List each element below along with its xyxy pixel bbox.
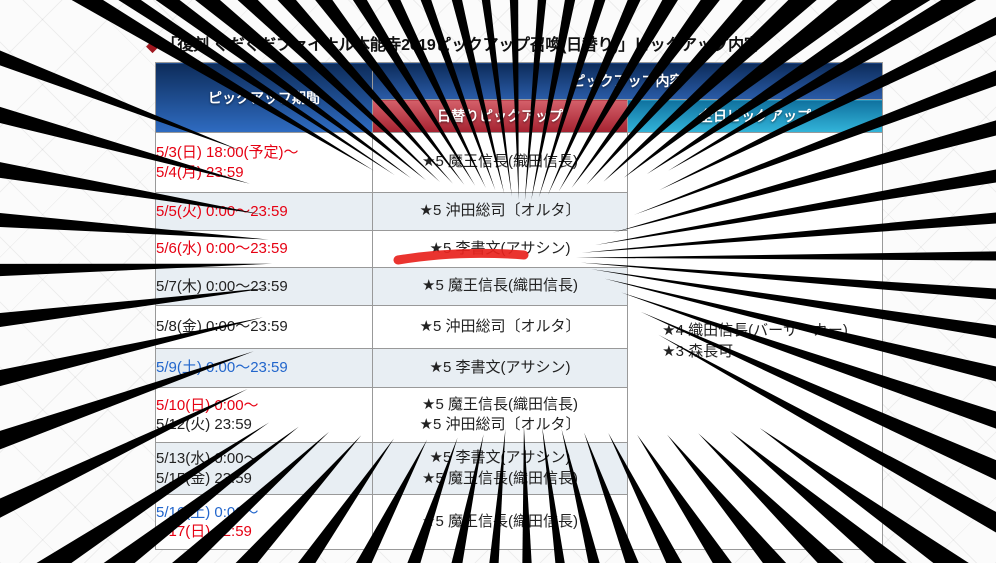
header-allday-pickup: 全日ピックアップ xyxy=(627,99,883,133)
period-date-text: 5/8(金) 0:00～23:59 xyxy=(156,318,288,336)
servant-name-text: ★5 李書文(アサシン) xyxy=(429,449,571,467)
daily-servant-cell: ★5 魔王信長(織田信長) xyxy=(372,494,628,550)
period-date-text: 5/16(土) 0:00～ xyxy=(156,503,259,521)
period-cell: 5/5(火) 0:00～23:59 xyxy=(155,192,373,231)
period-cell: 5/13(水) 0:00～ 5/15(金) 23:59 xyxy=(155,442,373,495)
period-cell: 5/6(水) 0:00～23:59 xyxy=(155,230,373,268)
period-date-text: 5/9(土) 0:00～23:59 xyxy=(156,359,288,377)
period-cell: 5/7(木) 0:00～23:59 xyxy=(155,267,373,306)
page-title: ◆ 「復刻 ぐだぐだファイナル本能寺2019ピックアップ召喚(日替り)」ピックアッ… xyxy=(146,31,760,56)
period-date-text: 5/15(金) 23:59 xyxy=(156,469,252,487)
period-date-text: 5/10(日) 0:00～ xyxy=(156,396,259,414)
servant-name-text: ★5 魔王信長(織田信長) xyxy=(422,277,578,295)
period-date-text: 5/6(水) 0:00～23:59 xyxy=(156,240,288,258)
daily-servant-cell: ★5 魔王信長(織田信長) ★5 沖田総司〔オルタ〕 xyxy=(372,387,628,443)
pickup-table-body: 5/3(日) 18:00(予定)～ 5/4(月) 23:59 ★5 魔王信長(織田信… xyxy=(155,132,883,550)
period-cell: 5/10(日) 0:00～ 5/12(火) 23:59 xyxy=(155,387,373,443)
table-row: 5/3(日) 18:00(予定)～ 5/4(月) 23:59 ★5 魔王信長(織田信… xyxy=(155,132,883,550)
daily-servant-cell-highlighted: ★5 李書文(アサシン) xyxy=(372,230,628,268)
daily-servant-cell: ★5 沖田総司〔オルタ〕 xyxy=(372,192,628,231)
period-date-text: 5/13(水) 0:00～ xyxy=(156,450,259,467)
servant-name-text: ★4 織田信長(バーサーカー) xyxy=(662,322,848,339)
daily-servant-cell: ★5 沖田総司〔オルタ〕 xyxy=(372,305,628,349)
header-daily-pickup: 日替りピックアップ xyxy=(372,99,628,133)
header-pickup-content: ピックアップ内容 xyxy=(372,62,883,100)
period-date-text: 5/12(火) 23:59 xyxy=(156,416,252,433)
servant-name-text: ★5 李書文(アサシン) xyxy=(429,239,571,257)
period-cell: 5/16(土) 0:00～ 5/17(日) 12:59 xyxy=(155,494,373,550)
daily-servant-cell: ★5 李書文(アサシン) ★5 魔王信長(織田信長) xyxy=(372,442,628,495)
table-header: ピックアップ期間 ピックアップ内容 日替りピックアップ 全日ピックアップ xyxy=(155,62,883,133)
diamond-bullet-icon: ◆ xyxy=(146,36,159,55)
servant-name-text: ★5 魔王信長(織田信長) xyxy=(422,512,578,530)
pickup-schedule-table: ピックアップ期間 ピックアップ内容 日替りピックアップ 全日ピックアップ 5/3… xyxy=(155,62,883,550)
daily-servant-cell: ★5 李書文(アサシン) xyxy=(372,348,628,388)
allday-servant-cell: ★4 織田信長(バーサーカー) ★3 森長可 xyxy=(627,132,883,550)
period-cell: 5/9(土) 0:00～23:59 xyxy=(155,348,373,388)
daily-servant-cell: ★5 魔王信長(織田信長) xyxy=(372,132,628,193)
period-date-text: 5/3(日) 18:00(予定)～ xyxy=(156,144,299,161)
header-pickup-period: ピックアップ期間 xyxy=(155,62,373,133)
period-date-text: 5/5(火) 0:00～23:59 xyxy=(156,202,288,220)
page-title-text: 「復刻 ぐだぐだファイナル本能寺2019ピックアップ召喚(日替り)」ピックアップ… xyxy=(161,37,760,54)
servant-name-text: ★3 森長可 xyxy=(662,343,734,360)
servant-name-text: ★5 沖田総司〔オルタ〕 xyxy=(419,416,581,433)
servant-name-text: ★5 沖田総司〔オルタ〕 xyxy=(419,317,581,335)
period-date-text: 5/17(日) 12:59 xyxy=(156,523,252,540)
period-date-text: 5/4(月) 23:59 xyxy=(156,163,244,181)
servant-name-text: ★5 魔王信長(織田信長) xyxy=(422,469,578,487)
daily-servant-cell: ★5 魔王信長(織田信長) xyxy=(372,267,628,306)
period-cell: 5/8(金) 0:00～23:59 xyxy=(155,305,373,349)
period-cell: 5/3(日) 18:00(予定)～ 5/4(月) 23:59 xyxy=(155,132,373,193)
servant-name-text: ★5 魔王信長(織田信長) xyxy=(422,395,578,413)
period-date-text: 5/7(木) 0:00～23:59 xyxy=(156,277,288,295)
servant-name-text: ★5 李書文(アサシン) xyxy=(429,358,571,376)
servant-name-text: ★5 沖田総司〔オルタ〕 xyxy=(419,202,581,220)
servant-name-text: ★5 魔王信長(織田信長) xyxy=(422,153,578,171)
